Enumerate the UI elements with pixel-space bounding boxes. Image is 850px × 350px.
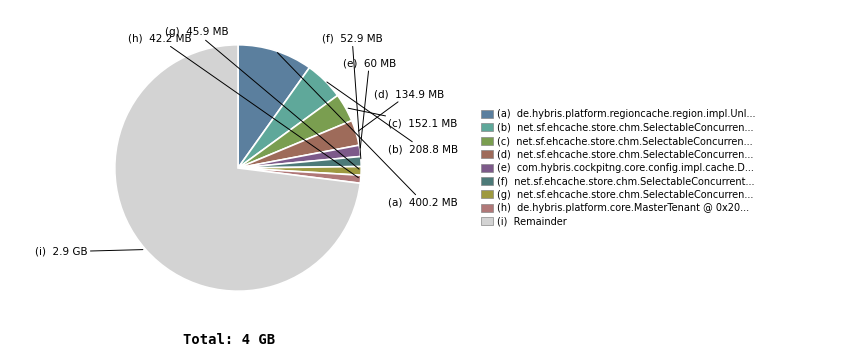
Text: (g)  45.9 MB: (g) 45.9 MB <box>165 28 359 169</box>
Text: (f)  52.9 MB: (f) 52.9 MB <box>322 34 382 159</box>
Wedge shape <box>238 121 359 168</box>
Text: (a)  400.2 MB: (a) 400.2 MB <box>277 52 458 208</box>
Wedge shape <box>115 45 360 291</box>
Wedge shape <box>238 168 361 183</box>
Wedge shape <box>238 156 361 168</box>
Text: (b)  208.8 MB: (b) 208.8 MB <box>327 82 458 154</box>
Wedge shape <box>238 68 337 168</box>
Wedge shape <box>238 96 352 168</box>
Text: (d)  134.9 MB: (d) 134.9 MB <box>359 89 444 131</box>
Text: (h)  42.2 MB: (h) 42.2 MB <box>128 34 359 178</box>
Text: (e)  60 MB: (e) 60 MB <box>343 58 396 148</box>
Text: Total: 4 GB: Total: 4 GB <box>184 332 275 346</box>
Text: (i)  2.9 GB: (i) 2.9 GB <box>35 247 143 257</box>
Wedge shape <box>238 45 309 168</box>
Wedge shape <box>238 145 360 168</box>
Legend: (a)  de.hybris.platform.regioncache.region.impl.Unl..., (b)  net.sf.ehcache.stor: (a) de.hybris.platform.regioncache.regio… <box>481 110 756 226</box>
Wedge shape <box>238 167 361 175</box>
Text: (c)  152.1 MB: (c) 152.1 MB <box>348 108 457 129</box>
